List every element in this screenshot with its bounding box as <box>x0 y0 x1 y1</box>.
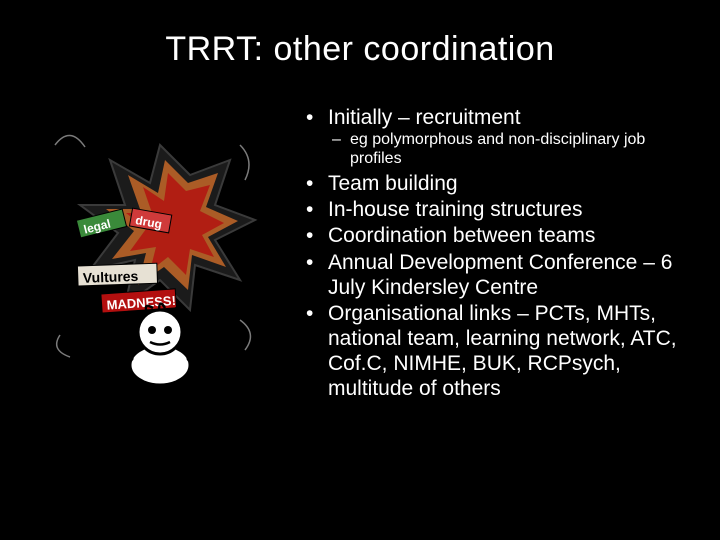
bullet-text: Annual Development Conference – 6 July K… <box>328 251 672 299</box>
slide-title: TRRT: other coordination <box>40 30 680 69</box>
bullet-text: Initially – recruitment <box>328 106 521 129</box>
collage-svg: legaldrugVulturesMADNESS! <box>40 105 290 385</box>
bullet-item: Organisational links – PCTs, MHTs, natio… <box>306 301 680 402</box>
bullet-text: In-house training structures <box>328 198 582 221</box>
bullet-item: Coordination between teams <box>306 223 680 248</box>
slide: TRRT: other coordination legaldrugVultur… <box>0 0 720 540</box>
content-row: legaldrugVulturesMADNESS! <box>40 105 680 403</box>
bullet-text: Organisational links – PCTs, MHTs, natio… <box>328 302 677 401</box>
bullet-item: Initially – recruitmenteg polymorphous a… <box>306 105 680 169</box>
banner-vultures: Vultures <box>77 263 157 286</box>
collage-illustration: legaldrugVulturesMADNESS! <box>40 105 290 385</box>
bullet-item: Annual Development Conference – 6 July K… <box>306 250 680 300</box>
bullet-item: In-house training structures <box>306 197 680 222</box>
bullet-list: Initially – recruitmenteg polymorphous a… <box>306 105 680 403</box>
sub-bullet-item: eg polymorphous and non-disciplinary job… <box>328 131 680 169</box>
bullet-text: Coordination between teams <box>328 224 595 247</box>
doodle-figure <box>124 304 196 385</box>
svg-text:Vultures: Vultures <box>83 268 139 286</box>
bullet-item: Team building <box>306 171 680 196</box>
sub-bullet-list: eg polymorphous and non-disciplinary job… <box>328 131 680 169</box>
bullet-text: Team building <box>328 172 458 195</box>
